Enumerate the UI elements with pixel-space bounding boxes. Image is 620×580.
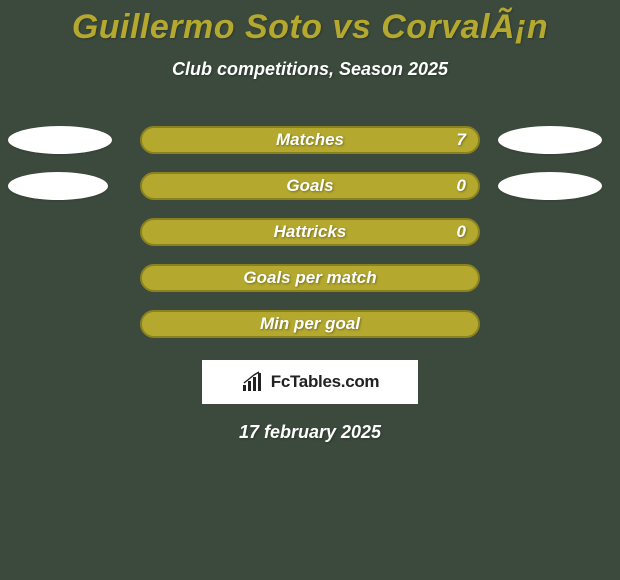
stat-rows: Matches 7 Goals 0 Hattricks 0 Goals per match M…: [0, 126, 620, 338]
subtitle: Club competitions, Season 2025: [0, 59, 620, 80]
brand-text: FcTables.com: [271, 372, 380, 392]
stat-label: Goals: [286, 176, 333, 196]
stat-bar: Matches 7: [140, 126, 480, 154]
left-oval: [8, 126, 112, 154]
stat-bar: Min per goal: [140, 310, 480, 338]
stat-label: Goals per match: [243, 268, 376, 288]
comparison-card: Guillermo Soto vs CorvalÃ¡n Club competi…: [0, 0, 620, 580]
right-oval: [498, 172, 602, 200]
stat-value: 7: [457, 130, 466, 150]
left-oval: [8, 172, 108, 200]
right-oval: [498, 126, 602, 154]
brand-box: FcTables.com: [202, 360, 418, 404]
date: 17 february 2025: [0, 422, 620, 443]
stat-row: Min per goal: [0, 310, 620, 338]
stat-row: Matches 7: [0, 126, 620, 154]
stat-label: Matches: [276, 130, 344, 150]
stat-bar: Hattricks 0: [140, 218, 480, 246]
stat-bar: Goals per match: [140, 264, 480, 292]
stat-bar: Goals 0: [140, 172, 480, 200]
page-title: Guillermo Soto vs CorvalÃ¡n: [0, 0, 620, 47]
stat-label: Hattricks: [274, 222, 347, 242]
brand-chart-icon: [241, 371, 267, 393]
stat-row: Goals per match: [0, 264, 620, 292]
stat-row: Hattricks 0: [0, 218, 620, 246]
stat-label: Min per goal: [260, 314, 360, 334]
stat-row: Goals 0: [0, 172, 620, 200]
stat-value: 0: [457, 176, 466, 196]
stat-value: 0: [457, 222, 466, 242]
